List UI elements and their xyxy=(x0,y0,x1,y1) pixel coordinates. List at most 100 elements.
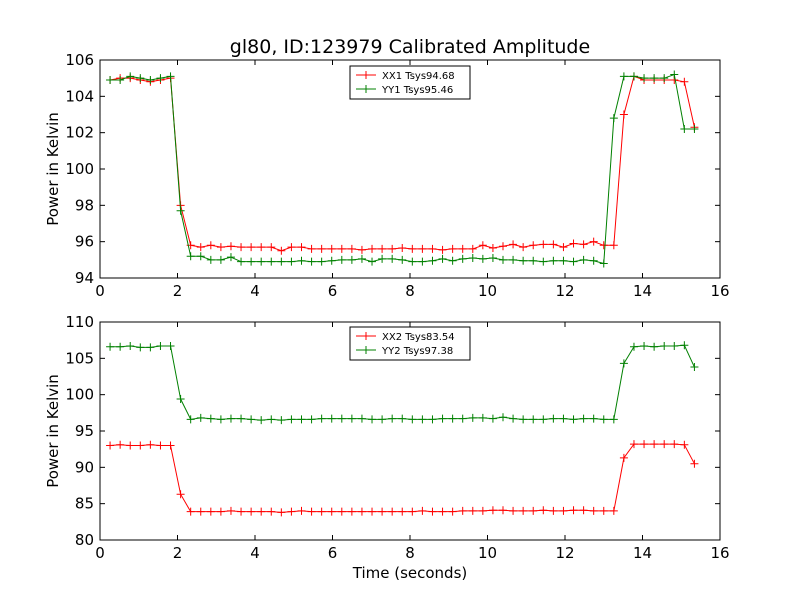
data-point-marker xyxy=(579,255,588,264)
x-tick-label: 6 xyxy=(328,544,338,562)
x-tick-label: 8 xyxy=(405,282,415,300)
data-point-marker xyxy=(599,259,608,268)
data-point-marker xyxy=(378,244,387,253)
data-point-marker xyxy=(186,507,195,516)
data-point-marker xyxy=(287,415,296,424)
data-point-marker xyxy=(257,243,266,252)
data-point-marker xyxy=(418,415,427,424)
data-point-marker xyxy=(337,507,346,516)
data-point-marker xyxy=(196,507,205,516)
data-point-marker xyxy=(559,506,568,515)
data-point-marker xyxy=(509,414,518,423)
legend-label: YY1 Tsys95.46 xyxy=(381,85,453,96)
data-point-marker xyxy=(418,506,427,515)
data-point-marker xyxy=(690,459,699,468)
y-tick-label: 100 xyxy=(65,160,94,178)
data-point-marker xyxy=(317,257,326,266)
y-tick-label: 106 xyxy=(65,51,94,69)
data-point-marker xyxy=(126,441,135,450)
x-tick-label: 12 xyxy=(555,282,574,300)
data-point-marker xyxy=(368,507,377,516)
data-point-marker xyxy=(136,74,145,83)
data-point-marker xyxy=(297,415,306,424)
y-tick-label: 94 xyxy=(75,269,94,287)
data-point-marker xyxy=(307,244,316,253)
data-point-marker xyxy=(257,507,266,516)
series-2 xyxy=(106,341,699,425)
x-tick-label: 10 xyxy=(478,282,497,300)
data-point-marker xyxy=(650,74,659,83)
data-point-marker xyxy=(488,254,497,263)
data-point-marker xyxy=(468,254,477,263)
data-point-marker xyxy=(458,254,467,263)
data-point-marker xyxy=(499,413,507,422)
data-point-marker xyxy=(458,506,467,515)
data-point-marker xyxy=(428,256,437,265)
x-tick-label: 0 xyxy=(95,282,105,300)
data-point-marker xyxy=(156,441,165,450)
data-point-marker xyxy=(257,416,266,425)
data-point-marker xyxy=(609,506,618,515)
data-point-marker xyxy=(408,415,417,424)
data-point-marker xyxy=(106,441,115,450)
data-point-marker xyxy=(448,507,457,516)
data-point-marker xyxy=(529,506,538,515)
data-point-marker xyxy=(226,242,235,251)
legend: XX1 Tsys94.68 YY1 Tsys95.46 xyxy=(349,65,471,100)
data-point-marker xyxy=(337,244,346,253)
data-point-marker xyxy=(146,440,155,449)
data-point-marker xyxy=(297,243,306,252)
legend: XX2 Tsys83.54 YY2 Tsys97.38 xyxy=(349,326,471,361)
data-point-marker xyxy=(297,506,306,515)
data-point-marker xyxy=(116,342,125,351)
data-point-marker xyxy=(488,506,497,515)
data-point-marker xyxy=(247,257,256,266)
data-point-marker xyxy=(488,414,497,423)
data-point-marker xyxy=(327,244,336,253)
data-point-marker xyxy=(297,256,306,265)
data-point-marker xyxy=(650,342,659,351)
data-point-marker xyxy=(307,257,316,266)
data-point-marker xyxy=(116,75,125,84)
x-tick-label: 16 xyxy=(710,544,729,562)
data-point-marker xyxy=(478,241,487,250)
data-point-marker xyxy=(116,440,125,449)
data-point-marker xyxy=(579,414,588,423)
data-point-marker xyxy=(327,414,336,423)
data-point-marker xyxy=(478,506,487,515)
data-point-marker xyxy=(277,508,286,517)
data-point-marker xyxy=(277,246,286,255)
data-point-marker xyxy=(136,441,145,450)
data-point-marker xyxy=(287,257,296,266)
data-point-marker xyxy=(347,244,356,253)
data-point-marker xyxy=(519,506,528,515)
data-point-marker xyxy=(509,240,518,249)
data-point-marker xyxy=(398,255,407,264)
data-point-marker xyxy=(347,507,356,516)
data-point-marker xyxy=(357,507,366,516)
data-point-marker xyxy=(247,507,256,516)
legend-label: XX2 Tsys83.54 xyxy=(382,332,455,343)
data-point-marker xyxy=(317,414,326,423)
y-tick-label: 95 xyxy=(75,422,94,440)
data-point-marker xyxy=(347,255,356,264)
data-point-marker xyxy=(529,256,538,265)
data-point-marker xyxy=(237,414,246,423)
data-point-marker xyxy=(640,440,649,449)
data-point-marker xyxy=(680,125,689,134)
y-tick-label: 110 xyxy=(65,313,94,331)
data-point-marker xyxy=(156,341,165,350)
data-point-marker xyxy=(599,241,608,250)
data-point-marker xyxy=(549,256,558,265)
data-point-marker xyxy=(539,240,548,249)
x-tick-label: 0 xyxy=(95,544,105,562)
data-point-marker xyxy=(680,341,689,350)
data-point-marker xyxy=(569,415,578,424)
legend-box xyxy=(349,326,471,361)
data-point-marker xyxy=(458,414,467,423)
data-point-marker xyxy=(478,254,487,263)
data-point-marker xyxy=(428,244,437,253)
data-point-marker xyxy=(206,414,215,423)
data-point-marker xyxy=(287,507,296,516)
